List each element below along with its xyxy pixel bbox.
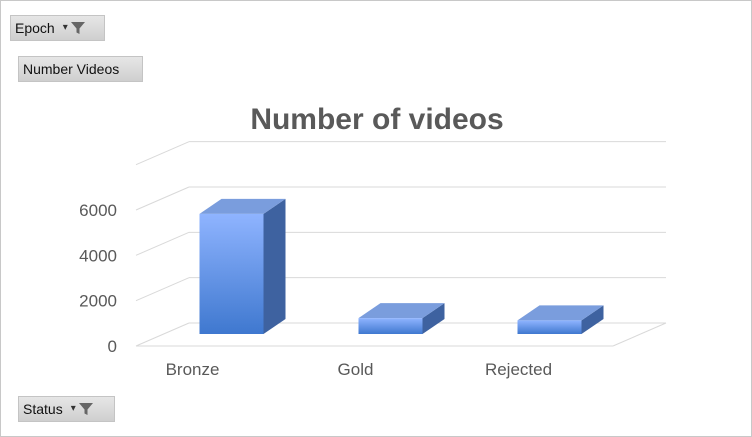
chart-title: Number of videos <box>250 103 503 136</box>
bar-top-face <box>517 305 604 321</box>
bar-side-face <box>581 305 604 334</box>
x-category-label: Gold <box>338 360 374 379</box>
bar-front-face <box>199 213 264 334</box>
chevron-down-icon[interactable]: ▾ <box>70 403 76 414</box>
gridline-diagonal <box>135 322 190 347</box>
number-videos-label: Number Videos <box>23 61 120 77</box>
chevron-down-icon[interactable]: ▾ <box>62 22 68 33</box>
y-tick-label: 0 <box>108 337 117 356</box>
y-tick-label: 6000 <box>79 201 117 220</box>
bar-side-face <box>263 198 286 334</box>
number-videos-value-button[interactable]: Number Videos <box>18 56 143 82</box>
x-category-label: Bronze <box>166 360 220 379</box>
bar-rejected <box>517 305 604 334</box>
gridline-diagonal <box>135 277 190 302</box>
x-category-label: Rejected <box>485 360 552 379</box>
bar-side-face <box>422 303 445 334</box>
bar-front-face <box>358 318 423 334</box>
y-axis-tick-labels: 0 2000 4000 6000 <box>79 201 117 356</box>
floor-edge <box>612 322 667 347</box>
bars <box>199 198 604 334</box>
status-filter-button[interactable]: Status ▾ <box>18 396 115 422</box>
bar-gold <box>358 303 445 334</box>
bar-bronze <box>199 198 286 334</box>
y-tick-label: 2000 <box>79 292 117 311</box>
status-filter-label: Status <box>23 401 63 417</box>
bar-front-face <box>517 320 582 334</box>
bar-top-face <box>358 303 445 319</box>
y-tick-label: 4000 <box>79 246 117 265</box>
gridline-diagonal <box>135 141 190 166</box>
funnel-icon[interactable] <box>70 20 86 36</box>
bar-top-face <box>199 198 286 214</box>
funnel-icon[interactable] <box>78 401 94 417</box>
epoch-filter-button[interactable]: Epoch ▾ <box>10 15 105 41</box>
gridline-diagonal <box>135 231 190 256</box>
epoch-filter-label: Epoch <box>15 20 55 36</box>
gridline-diagonal <box>135 186 190 211</box>
x-axis-category-labels: Bronze Gold Rejected <box>166 360 552 379</box>
